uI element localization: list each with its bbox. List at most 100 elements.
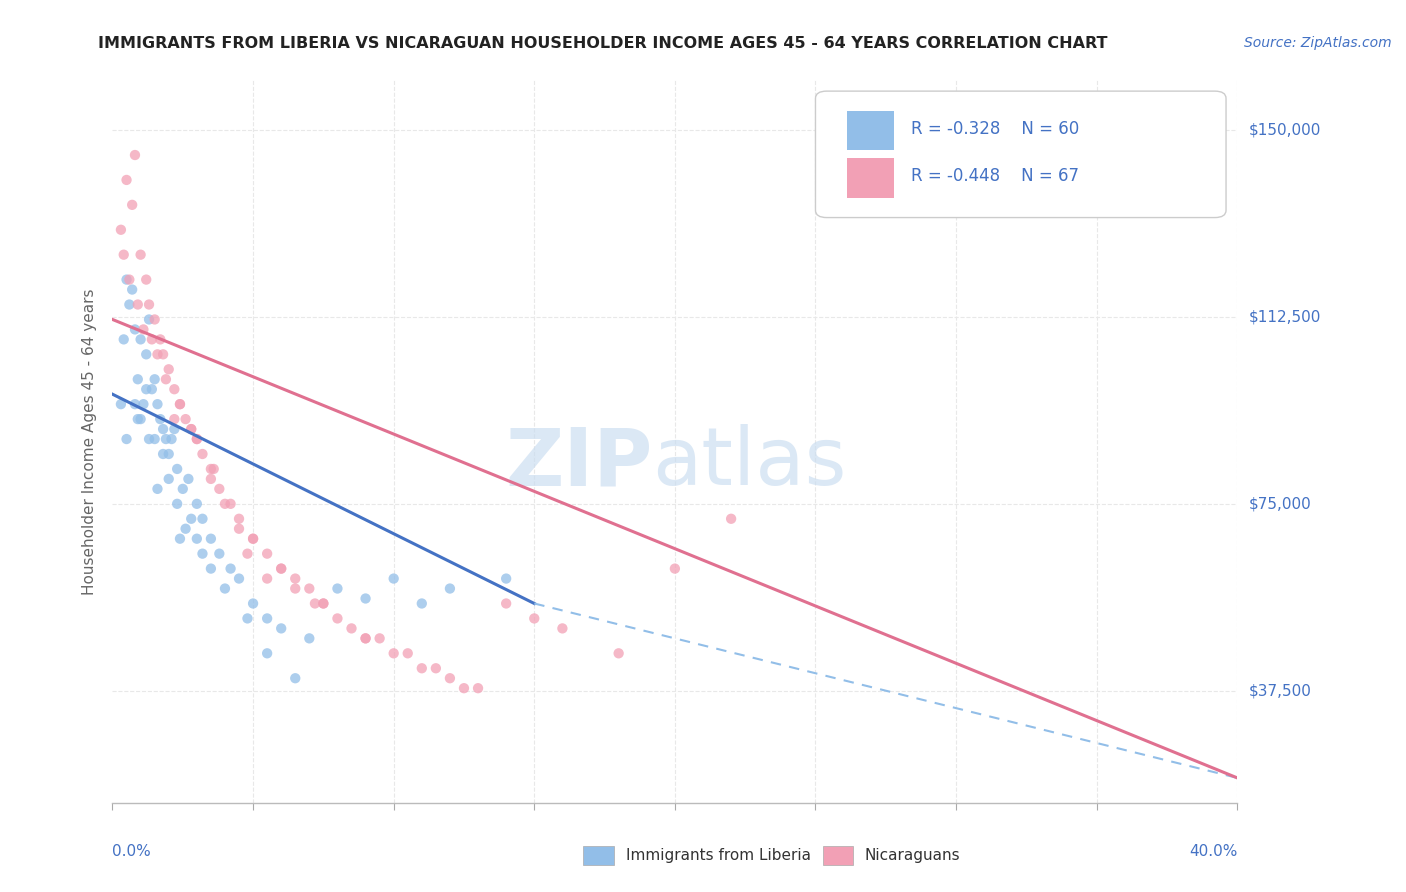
Point (169, 532, 191, 546)
Point (425, 661, 447, 675)
Point (453, 681, 475, 696)
Point (172, 482, 194, 496)
Point (326, 582, 349, 596)
Text: $37,500: $37,500 (1249, 683, 1312, 698)
Point (228, 522, 250, 536)
Point (228, 512, 250, 526)
Text: IMMIGRANTS FROM LIBERIA VS NICARAGUAN HOUSEHOLDER INCOME AGES 45 - 64 YEARS CORR: IMMIGRANTS FROM LIBERIA VS NICARAGUAN HO… (98, 36, 1108, 51)
Point (304, 597, 326, 611)
Point (129, 332, 152, 346)
Point (138, 312, 160, 326)
Point (256, 572, 278, 586)
Point (354, 632, 377, 646)
Point (284, 572, 307, 586)
Point (112, 332, 135, 346)
Point (146, 397, 169, 411)
Point (191, 512, 214, 526)
Point (160, 432, 183, 446)
Point (284, 582, 307, 596)
Point (163, 382, 186, 396)
Point (368, 632, 391, 646)
Point (242, 597, 264, 611)
Point (115, 272, 138, 286)
FancyBboxPatch shape (846, 158, 894, 198)
Text: $75,000: $75,000 (1249, 496, 1312, 511)
Point (396, 646, 419, 660)
Point (200, 532, 222, 546)
Point (664, 561, 686, 575)
Point (169, 397, 191, 411)
Point (157, 472, 180, 486)
Point (174, 522, 197, 536)
Point (146, 482, 169, 496)
FancyBboxPatch shape (846, 111, 894, 151)
Point (191, 547, 214, 561)
Point (180, 422, 202, 436)
Point (152, 422, 174, 436)
Point (551, 621, 574, 635)
Text: $112,500: $112,500 (1249, 310, 1320, 325)
Point (467, 681, 489, 696)
Point (439, 671, 461, 685)
Point (129, 412, 152, 426)
Point (157, 362, 180, 376)
Point (141, 382, 163, 396)
Point (166, 462, 188, 476)
Point (186, 532, 208, 546)
Point (110, 397, 132, 411)
Point (155, 432, 177, 446)
Point (177, 472, 200, 486)
Point (298, 582, 321, 596)
Point (495, 597, 517, 611)
Point (155, 372, 177, 386)
Point (124, 397, 146, 411)
Point (118, 272, 141, 286)
Point (607, 646, 630, 660)
Point (135, 272, 157, 286)
Point (208, 482, 231, 496)
Point (180, 422, 202, 436)
Text: R = -0.328    N = 60: R = -0.328 N = 60 (911, 120, 1080, 137)
Point (354, 632, 377, 646)
Point (132, 397, 155, 411)
Point (200, 462, 222, 476)
Y-axis label: Householder Income Ages 45 - 64 years: Householder Income Ages 45 - 64 years (82, 288, 97, 595)
Text: atlas: atlas (652, 425, 846, 502)
Point (228, 572, 250, 586)
Point (354, 591, 377, 606)
Point (157, 447, 180, 461)
Point (129, 248, 152, 262)
Text: $150,000: $150,000 (1249, 122, 1320, 137)
Point (298, 632, 321, 646)
Point (256, 547, 278, 561)
Point (523, 611, 546, 625)
Point (256, 646, 278, 660)
Point (166, 497, 188, 511)
Text: Source: ZipAtlas.com: Source: ZipAtlas.com (1244, 36, 1392, 50)
Point (214, 582, 236, 596)
Point (219, 497, 242, 511)
Point (186, 497, 208, 511)
Point (115, 173, 138, 187)
Point (121, 283, 143, 297)
Point (174, 412, 197, 426)
Point (141, 332, 163, 346)
Point (186, 432, 208, 446)
FancyBboxPatch shape (815, 91, 1226, 218)
Point (124, 322, 146, 336)
Point (200, 561, 222, 575)
Point (219, 561, 242, 575)
Point (236, 611, 259, 625)
Point (720, 512, 742, 526)
Point (270, 561, 292, 575)
Point (152, 447, 174, 461)
Point (127, 372, 149, 386)
Point (270, 621, 292, 635)
Point (326, 611, 349, 625)
Point (121, 198, 143, 212)
Point (180, 512, 202, 526)
Point (312, 597, 335, 611)
Point (143, 312, 166, 326)
Point (110, 223, 132, 237)
Point (146, 347, 169, 361)
